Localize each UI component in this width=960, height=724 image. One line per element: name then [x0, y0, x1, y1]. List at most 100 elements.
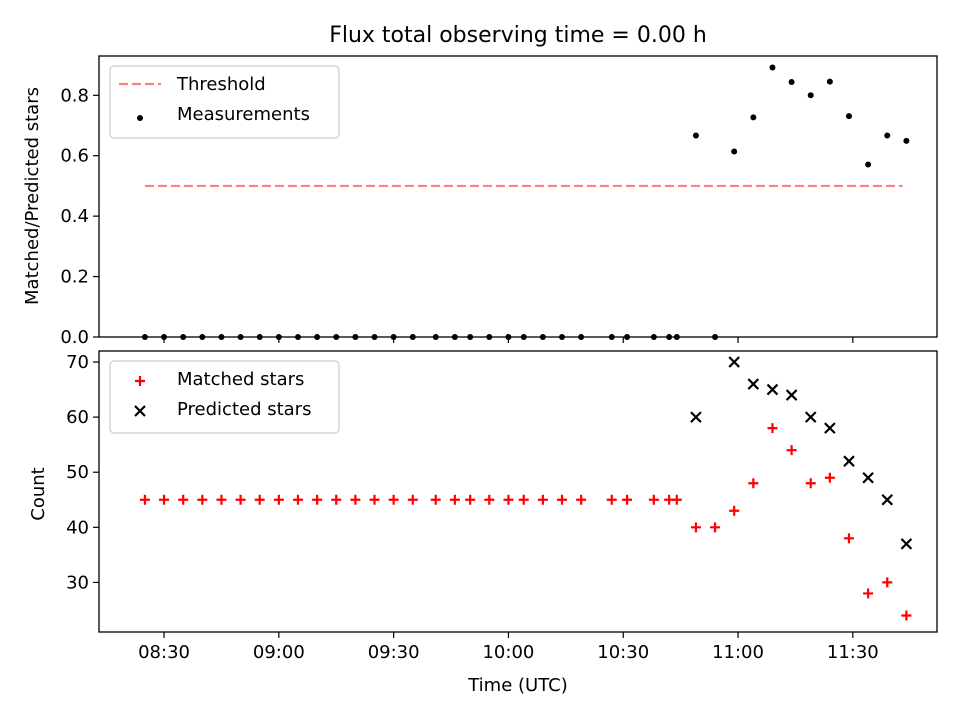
- matched-star-point: [767, 423, 778, 434]
- y-tick-label: 0.0: [60, 327, 89, 348]
- matched-star-point: [622, 494, 633, 505]
- y-tick-label: 30: [66, 572, 89, 593]
- legend-box: [109, 360, 340, 434]
- measurement-point: [731, 148, 738, 155]
- legend-label: Measurements: [177, 104, 310, 125]
- predicted-star-point: [804, 411, 817, 423]
- measurement-point: [826, 78, 833, 85]
- y-tick-label: 0.4: [60, 206, 89, 227]
- axes-frame: [98, 55, 938, 338]
- x-tick-label: 11:00: [712, 642, 764, 663]
- matched-star-point: [312, 494, 323, 505]
- matched-star-point: [369, 494, 380, 505]
- matched-star-point: [843, 533, 854, 544]
- x-tick-label: 08:30: [138, 642, 190, 663]
- predicted-star-point: [881, 493, 894, 506]
- legend-measurement-swatch: [137, 115, 143, 121]
- axes-count: 08:30 09:00 09:30 10:00 10:30 11:00 11:30 30 40 5…: [66, 350, 938, 663]
- matched-star-point: [350, 494, 361, 505]
- y-tick-label: 60: [66, 407, 89, 428]
- x-tick-label: 11:30: [827, 642, 879, 663]
- matched-star-point: [537, 494, 548, 505]
- matched-star-point: [139, 494, 150, 505]
- matched-star-point: [901, 610, 912, 621]
- matched-star-point: [331, 494, 342, 505]
- matched-star-point: [197, 494, 208, 505]
- y-tick-label: 0.8: [60, 85, 89, 106]
- y-tick-label: 40: [66, 517, 89, 538]
- legend: Threshold Measurements: [109, 65, 340, 139]
- axes-ratio: 0.0 0.2 0.4 0.6 0.8 Threshold Measurements: [60, 55, 938, 348]
- measurement-point: [865, 161, 872, 168]
- matched-star-point: [606, 494, 617, 505]
- matched-star-point: [273, 494, 284, 505]
- predicted-star-point: [728, 356, 740, 368]
- x-tick-label: 10:00: [482, 642, 534, 663]
- matched-star-point: [235, 494, 246, 505]
- matched-star-point: [863, 588, 874, 599]
- axes-frame: [98, 350, 938, 633]
- x-tick-label: 09:30: [368, 642, 420, 663]
- matched-star-point: [503, 494, 514, 505]
- predicted-star-point: [766, 383, 779, 396]
- matched-star-point: [518, 494, 529, 505]
- matched-star-point: [648, 494, 659, 505]
- predicted-star-point: [690, 411, 702, 423]
- legend-box: [109, 65, 340, 139]
- matched-star-point: [407, 494, 418, 505]
- x-tick-label: 10:30: [597, 642, 649, 663]
- matched-star-point: [292, 494, 303, 505]
- matched-star-point: [178, 494, 189, 505]
- predicted-star-point: [900, 538, 913, 550]
- predicted-star-point: [862, 471, 874, 484]
- top-y-axis-label: Matched/Predicted stars: [22, 87, 43, 305]
- matched-star-point: [254, 494, 265, 505]
- y-tick-label: 70: [66, 352, 89, 373]
- legend-label: Threshold: [176, 74, 266, 95]
- series-predicted-stars: [690, 356, 913, 550]
- predicted-star-point: [785, 389, 798, 401]
- measurement-point: [884, 132, 891, 139]
- matched-star-point: [159, 494, 170, 505]
- matched-star-point: [484, 494, 495, 505]
- plot-layer: 0.0 0.2 0.4 0.6 0.8 Threshold Measurements 08:3…: [60, 55, 938, 663]
- legend-label: Matched stars: [177, 369, 304, 390]
- measurement-point: [692, 132, 699, 139]
- series-matched-stars: [139, 423, 912, 621]
- matched-star-point: [690, 522, 701, 533]
- measurement-point: [903, 137, 910, 144]
- matched-star-point: [557, 494, 568, 505]
- matched-star-point: [449, 494, 460, 505]
- bottom-y-axis-label: Count: [28, 467, 49, 520]
- matched-star-point: [786, 445, 797, 456]
- measurement-point: [750, 114, 757, 121]
- matched-star-point: [430, 494, 441, 505]
- measurement-point: [788, 78, 795, 85]
- measurement-point: [769, 64, 776, 71]
- y-tick-label: 50: [66, 462, 89, 483]
- measurement-point: [845, 113, 852, 120]
- predicted-star-point: [747, 378, 760, 390]
- matched-star-point: [465, 494, 476, 505]
- matched-star-point: [671, 494, 682, 505]
- measurement-point: [807, 92, 814, 99]
- x-axis-label: Time (UTC): [467, 675, 568, 696]
- matched-star-point: [729, 505, 740, 516]
- predicted-star-point: [824, 422, 836, 434]
- matched-star-point: [882, 577, 893, 588]
- legend-matched-swatch: [135, 376, 145, 386]
- matched-star-point: [824, 472, 835, 483]
- y-tick-label: 0.6: [60, 146, 89, 167]
- matched-star-point: [805, 478, 816, 489]
- predicted-star-point: [843, 455, 855, 467]
- matched-star-point: [710, 522, 721, 533]
- matched-star-point: [388, 494, 399, 505]
- legend: Matched stars Predicted stars: [109, 360, 340, 434]
- x-tick-label: 09:00: [253, 642, 305, 663]
- legend-predicted-swatch: [134, 405, 146, 417]
- matched-star-point: [216, 494, 227, 505]
- y-tick-label: 0.2: [60, 267, 89, 288]
- matched-star-point: [748, 478, 759, 489]
